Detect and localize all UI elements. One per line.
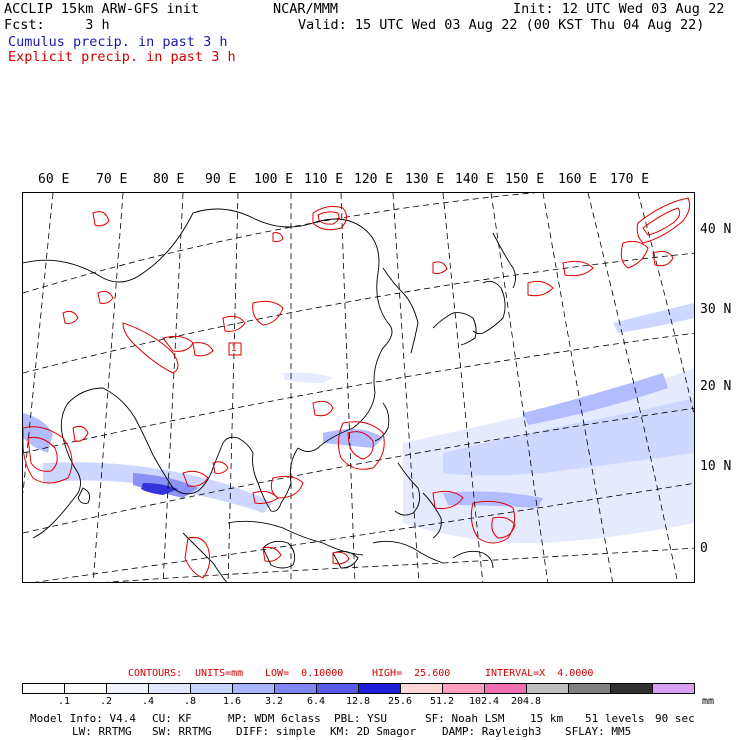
precip-map: 1 (22, 192, 695, 583)
colorbar-swatch (23, 684, 65, 693)
lon-label: 170 E (610, 172, 650, 187)
lon-label: 70 E (96, 172, 128, 187)
lat-label: 30 N (700, 302, 732, 317)
coastlines (23, 208, 516, 582)
colorbar-swatch (443, 684, 485, 693)
colorbar-swatch (107, 684, 149, 693)
legend-explicit: Explicit precip. in past 3 h (8, 49, 236, 65)
lon-label: 80 E (153, 172, 185, 187)
graticule (23, 193, 694, 582)
footer-lw: LW: RRTMG (72, 725, 132, 738)
colorbar (22, 683, 695, 694)
lat-label: 20 N (700, 379, 732, 394)
colorbar-swatch (527, 684, 569, 693)
colorbar-label: 204.8 (510, 696, 542, 707)
colorbar-label: .1 (57, 696, 71, 707)
footer-sf: SF: Noah LSM (425, 712, 505, 725)
contours-units: UNITS=mm (195, 668, 244, 679)
colorbar-unit: mm (701, 696, 715, 707)
colorbar-swatch (611, 684, 653, 693)
colorbar-label: .8 (183, 696, 197, 707)
lon-label: 60 E (38, 172, 70, 187)
contours-high: HIGH= 25.600 (372, 668, 451, 679)
box-marker (228, 342, 242, 356)
lon-label: 150 E (505, 172, 545, 187)
lon-label: 140 E (455, 172, 495, 187)
colorbar-label: 6.4 (306, 696, 326, 707)
lon-label: 160 E (558, 172, 598, 187)
footer-diff: DIFF: simple (236, 725, 316, 738)
lon-label: 100 E (254, 172, 294, 187)
lon-label: 110 E (304, 172, 344, 187)
colorbar-label: 102.4 (468, 696, 500, 707)
lat-label: 40 N (700, 222, 732, 237)
lat-label: 0 (700, 541, 708, 556)
lon-label: 90 E (205, 172, 237, 187)
lon-label: 130 E (405, 172, 445, 187)
footer-pbl: PBL: YSU (334, 712, 387, 725)
cumulus-precip-shading (23, 303, 694, 544)
institution-label: NCAR/MMM (273, 1, 339, 17)
box-marker-label: 1 (231, 344, 237, 354)
footer-levels: 51 levels (585, 712, 645, 725)
footer-sflay: SFLAY: MM5 (565, 725, 632, 738)
footer-dt: 90 sec (655, 712, 695, 725)
colorbar-swatch (191, 684, 233, 693)
explicit-precip-contours (23, 197, 691, 579)
colorbar-swatch (149, 684, 191, 693)
init-time: Init: 12 UTC Wed 03 Aug 22 (513, 1, 725, 17)
contours-label: CONTOURS: (128, 668, 183, 679)
colorbar-label: 1.6 (222, 696, 242, 707)
contours-low: LOW= 0.10000 (265, 668, 344, 679)
colorbar-label: .2 (99, 696, 113, 707)
colorbar-label: 25.6 (387, 696, 413, 707)
map-canvas (23, 193, 694, 582)
forecast-hour: Fcst: 3 h (4, 17, 110, 33)
footer-sw: SW: RRTMG (152, 725, 212, 738)
valid-time: Valid: 15 UTC Wed 03 Aug 22 (00 KST Thu … (298, 17, 705, 33)
colorbar-label: 51.2 (429, 696, 455, 707)
lat-label: 10 N (700, 459, 732, 474)
footer-cu: CU: KF (152, 712, 192, 725)
colorbar-label: .4 (141, 696, 155, 707)
footer-mp: MP: WDM 6class (228, 712, 321, 725)
colorbar-swatch (401, 684, 443, 693)
colorbar-swatch (485, 684, 527, 693)
colorbar-swatch (233, 684, 275, 693)
colorbar-swatch (653, 684, 694, 693)
legend-cumulus: Cumulus precip. in past 3 h (8, 34, 228, 50)
lon-label: 120 E (354, 172, 394, 187)
colorbar-label: 3.2 (264, 696, 284, 707)
footer-km: KM: 2D Smagor (330, 725, 417, 738)
colorbar-swatch (359, 684, 401, 693)
contours-interval: INTERVAL=X 4.0000 (485, 668, 594, 679)
colorbar-swatch (65, 684, 107, 693)
colorbar-swatch (317, 684, 359, 693)
footer-damp: DAMP: Rayleigh3 (442, 725, 542, 738)
footer-res: 15 km (530, 712, 564, 725)
model-title: ACCLIP 15km ARW-GFS init (4, 1, 200, 17)
colorbar-swatch (275, 684, 317, 693)
colorbar-swatch (569, 684, 611, 693)
colorbar-label: 12.8 (345, 696, 371, 707)
footer-model: Model Info: V4.4 (30, 712, 136, 725)
